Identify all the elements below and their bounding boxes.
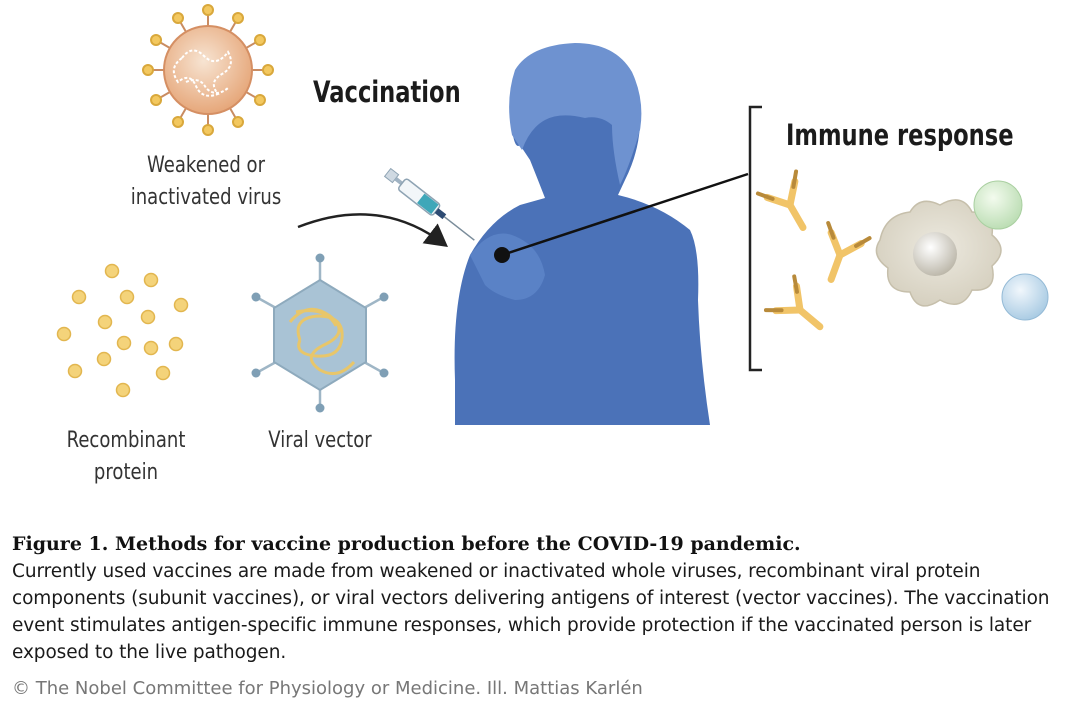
virus-spike-tip	[142, 64, 154, 76]
arrow-icon	[297, 213, 448, 248]
virus-icon	[142, 4, 274, 136]
injection-site-dot	[494, 247, 510, 263]
viral-vector-label: Viral vector	[268, 428, 372, 453]
weakened-virus-label-line1: Weakened or	[146, 153, 266, 178]
viral-vector-icon	[251, 253, 389, 413]
person-silhouette	[454, 43, 710, 425]
caption-text: Currently used vaccines are made from we…	[12, 561, 1050, 663]
immune-response-heading: Immune response	[786, 118, 1014, 152]
recombinant-label-line1: Recombinant	[66, 428, 186, 453]
virus-spike-tip	[172, 12, 184, 25]
vaccination-heading: Vaccination	[313, 75, 461, 109]
virus-spike-tip	[202, 124, 214, 136]
virus-spike-tip	[232, 12, 244, 25]
recombinant-label-line2: protein	[93, 460, 159, 485]
virus-spike-tip	[172, 115, 184, 128]
antibody-icon	[763, 274, 824, 331]
image-credit: © The Nobel Committee for Physiology or …	[12, 678, 643, 699]
recombinant-protein-label: Recombinant protein	[60, 425, 191, 489]
caption-title: Figure 1. Methods for vaccine production…	[12, 533, 801, 555]
blue-cell-icon	[1001, 273, 1049, 321]
virus-spike-tip	[150, 34, 163, 46]
virus-spike-tip	[202, 4, 214, 16]
green-cell-icon	[973, 180, 1023, 230]
dendritic-cell-icon	[875, 199, 1002, 307]
recombinant-protein-dots-icon	[56, 263, 189, 398]
figure-caption: Figure 1. Methods for vaccine production…	[12, 530, 1057, 666]
antibodies-group	[755, 169, 872, 331]
antibody-icon	[755, 169, 807, 232]
weakened-virus-label: Weakened or inactivated virus	[108, 150, 305, 214]
bracket-icon	[748, 105, 762, 372]
virus-spike-tip	[232, 115, 244, 128]
weakened-virus-label-line2: inactivated virus	[130, 185, 282, 210]
vaccine-methods-illustration	[56, 4, 1049, 425]
antibody-icon	[826, 221, 872, 283]
syringe-icon	[383, 167, 475, 241]
virus-spike-tip	[253, 94, 266, 106]
virus-spike-tip	[262, 64, 274, 76]
virus-spike-tip	[253, 34, 266, 46]
virus-spike-tip	[150, 94, 163, 106]
